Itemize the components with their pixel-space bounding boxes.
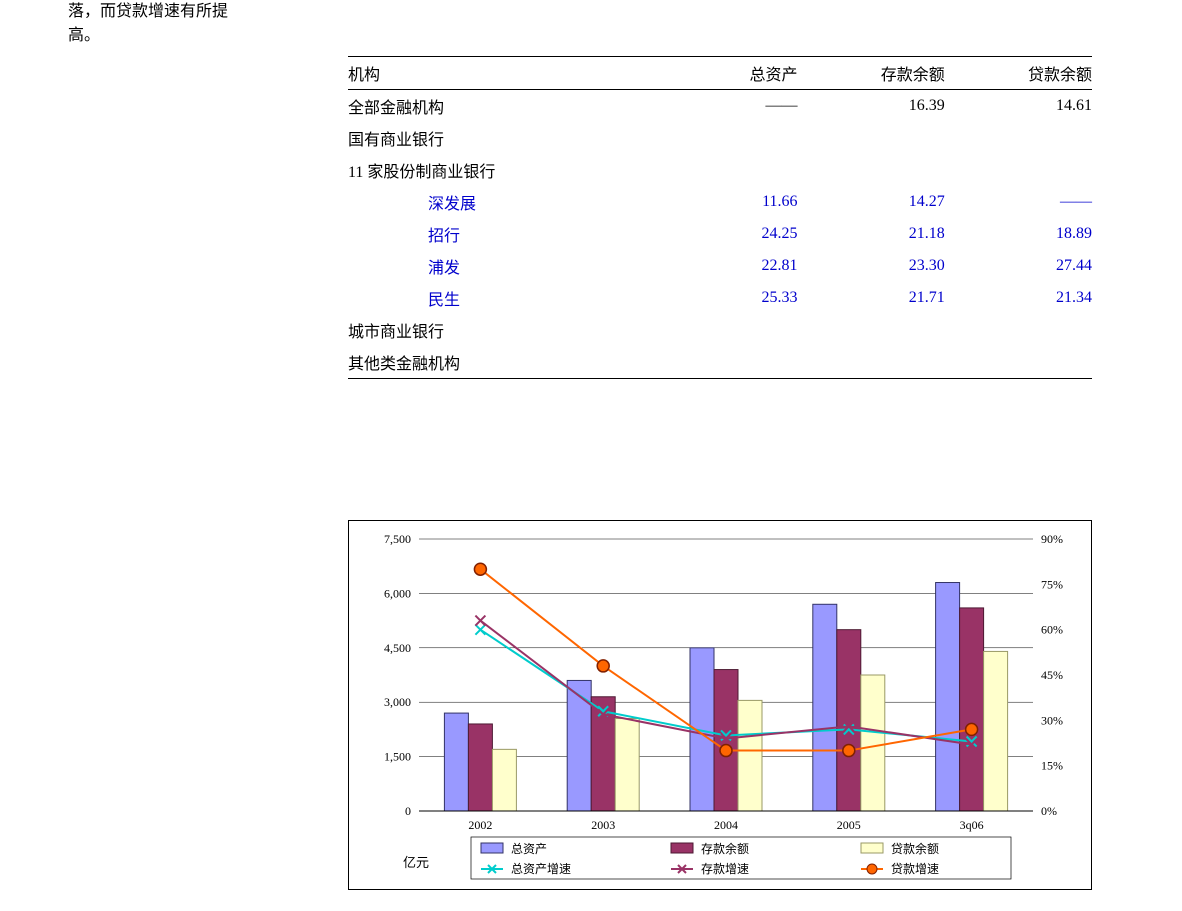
data-table-container: 机构 总资产 存款余额 贷款余额 全部金融机构――16.3914.61国有商业银… — [348, 56, 1092, 379]
cell-value: 21.18 — [798, 218, 945, 250]
svg-text:6,000: 6,000 — [384, 586, 411, 600]
cell-label: 深发展 — [348, 186, 687, 218]
cell-value: 11.66 — [687, 186, 797, 218]
cell-label: 国有商业银行 — [348, 122, 687, 154]
svg-text:60%: 60% — [1041, 623, 1063, 637]
cell-value — [687, 314, 797, 346]
cell-value — [798, 154, 945, 186]
cell-value — [945, 346, 1092, 379]
cell-label: 其他类金融机构 — [348, 346, 687, 379]
cell-value — [945, 154, 1092, 186]
col-total-assets: 总资产 — [687, 57, 797, 90]
table-row: 招行24.2521.1818.89 — [348, 218, 1092, 250]
chart-container: 0 1,500 3,000 4,500 6,000 7,500 0% 15% 30% 45% 60%… — [348, 520, 1092, 890]
svg-text:2005: 2005 — [837, 818, 861, 832]
table-row: 城市商业银行 — [348, 314, 1092, 346]
cell-value: 21.71 — [798, 282, 945, 314]
cell-value — [798, 314, 945, 346]
cell-value: 21.34 — [945, 282, 1092, 314]
svg-text:存款增速: 存款增速 — [701, 862, 749, 876]
cell-value: 25.33 — [687, 282, 797, 314]
cell-value: 22.81 — [687, 250, 797, 282]
svg-text:0: 0 — [405, 804, 411, 818]
combo-chart: 0 1,500 3,000 4,500 6,000 7,500 0% 15% 30% 45% 60%… — [349, 521, 1093, 891]
cell-value — [945, 122, 1092, 154]
cell-value: 14.61 — [945, 90, 1092, 123]
cell-label: 浦发 — [348, 250, 687, 282]
cell-value: 23.30 — [798, 250, 945, 282]
table-row: 国有商业银行 — [348, 122, 1092, 154]
svg-text:4,500: 4,500 — [384, 641, 411, 655]
svg-text:3,000: 3,000 — [384, 695, 411, 709]
chart-unit-label: 亿元 — [403, 852, 429, 871]
cell-value: 24.25 — [687, 218, 797, 250]
cell-value: ―― — [945, 186, 1092, 218]
table-row: 民生25.3321.7121.34 — [348, 282, 1092, 314]
svg-text:2003: 2003 — [591, 818, 615, 832]
table-row: 11 家股份制商业银行 — [348, 154, 1092, 186]
cell-value: 18.89 — [945, 218, 1092, 250]
cell-label: 11 家股份制商业银行 — [348, 154, 687, 186]
table-row: 全部金融机构――16.3914.61 — [348, 90, 1092, 123]
cell-value — [798, 346, 945, 379]
svg-text:15%: 15% — [1041, 759, 1063, 773]
svg-text:7,500: 7,500 — [384, 532, 411, 546]
svg-text:2002: 2002 — [468, 818, 492, 832]
sidebar-note: 落，而贷款增速有所提高。 — [68, 0, 248, 48]
svg-text:3q06: 3q06 — [960, 818, 984, 832]
cell-label: 招行 — [348, 218, 687, 250]
cell-value: ―― — [687, 90, 797, 123]
svg-text:存款余额: 存款余额 — [701, 841, 749, 856]
table-row: 其他类金融机构 — [348, 346, 1092, 379]
cell-value: 14.27 — [798, 186, 945, 218]
svg-text:30%: 30% — [1041, 713, 1063, 727]
cell-value: 27.44 — [945, 250, 1092, 282]
col-institution: 机构 — [348, 57, 687, 90]
cell-label: 城市商业银行 — [348, 314, 687, 346]
svg-text:贷款增速: 贷款增速 — [891, 862, 939, 876]
svg-text:0%: 0% — [1041, 804, 1057, 818]
cell-value — [945, 314, 1092, 346]
col-deposits: 存款余额 — [798, 57, 945, 90]
col-loans: 贷款余额 — [945, 57, 1092, 90]
svg-text:90%: 90% — [1041, 532, 1063, 546]
svg-text:总资产增速: 总资产增速 — [511, 862, 571, 876]
cell-label: 民生 — [348, 282, 687, 314]
cell-value — [687, 154, 797, 186]
cell-value: 16.39 — [798, 90, 945, 123]
cell-label: 全部金融机构 — [348, 90, 687, 123]
svg-text:贷款余额: 贷款余额 — [891, 841, 939, 856]
cell-value — [687, 122, 797, 154]
svg-text:2004: 2004 — [714, 818, 738, 832]
table-row: 深发展11.6614.27―― — [348, 186, 1092, 218]
svg-text:1,500: 1,500 — [384, 750, 411, 764]
svg-text:45%: 45% — [1041, 668, 1063, 682]
svg-text:总资产: 总资产 — [511, 842, 547, 856]
svg-text:75%: 75% — [1041, 577, 1063, 591]
table-row: 浦发22.8123.3027.44 — [348, 250, 1092, 282]
cell-value — [687, 346, 797, 379]
data-table: 机构 总资产 存款余额 贷款余额 全部金融机构――16.3914.61国有商业银… — [348, 56, 1092, 379]
cell-value — [798, 122, 945, 154]
